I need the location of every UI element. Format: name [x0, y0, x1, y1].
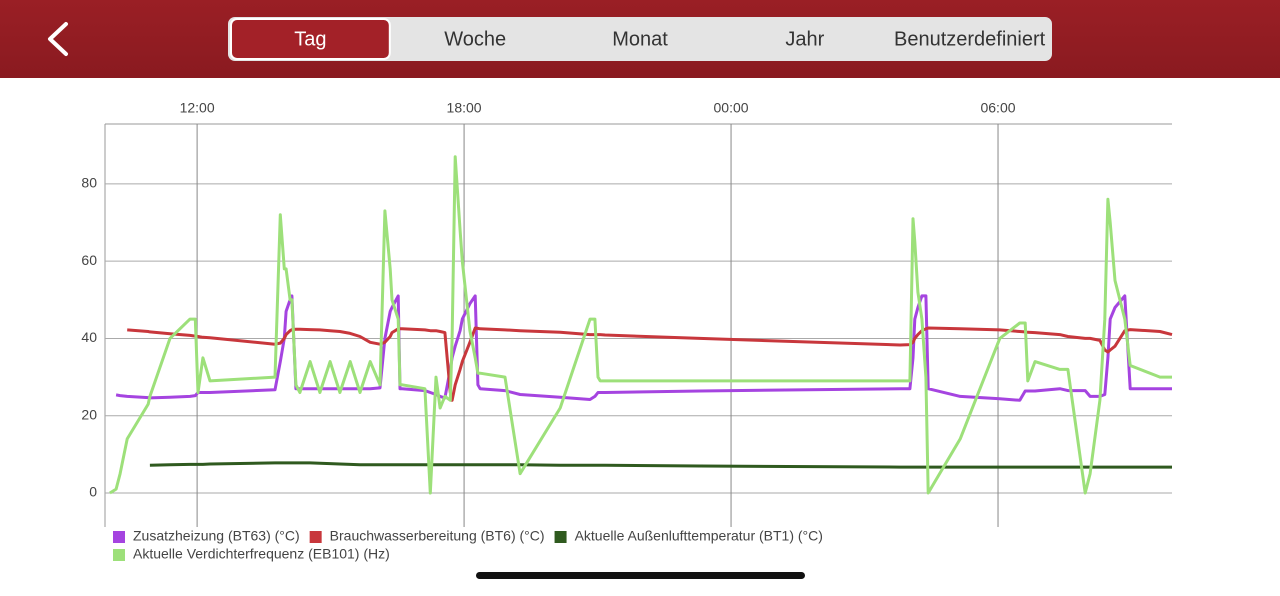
y-tick-label: 40 [81, 329, 97, 345]
y-tick-label: 0 [89, 484, 97, 500]
tab-label[interactable]: Monat [612, 28, 668, 50]
tab-label[interactable]: Tag [294, 28, 326, 50]
legend-label: Zusatzheizung (BT63) (°C) [133, 528, 300, 544]
y-tick-label: 60 [81, 252, 97, 268]
y-tick-label: 20 [81, 406, 97, 422]
series-line [109, 155, 1172, 495]
x-tick-label: 12:00 [180, 100, 215, 116]
legend-label: Aktuelle Außenlufttemperatur (BT1) (°C) [575, 528, 823, 544]
legend-swatch [554, 531, 567, 543]
segmented-control [228, 17, 1052, 61]
series-line [149, 461, 1172, 469]
home-indicator [476, 572, 805, 579]
selected-tab[interactable] [230, 18, 391, 60]
x-tick-label: 00:00 [714, 100, 749, 116]
legend-label: Brauchwasserbereitung (BT6) (°C) [330, 528, 545, 544]
legend-swatch [113, 531, 125, 543]
legend-swatch [309, 531, 322, 543]
tab-label[interactable]: Jahr [785, 28, 824, 50]
tab-label[interactable]: Woche [444, 28, 506, 50]
series-line [115, 294, 1172, 402]
x-tick-label: 06:00 [980, 100, 1015, 116]
tab-label[interactable]: Benutzerdefiniert [894, 28, 1046, 50]
series-line [127, 326, 1173, 402]
y-tick-label: 80 [81, 175, 97, 191]
legend-label: Aktuelle Verdichterfrequenz (EB101) (Hz) [133, 546, 390, 562]
legend-swatch [113, 549, 125, 561]
back-button[interactable] [48, 22, 68, 56]
x-tick-label: 18:00 [447, 100, 482, 116]
